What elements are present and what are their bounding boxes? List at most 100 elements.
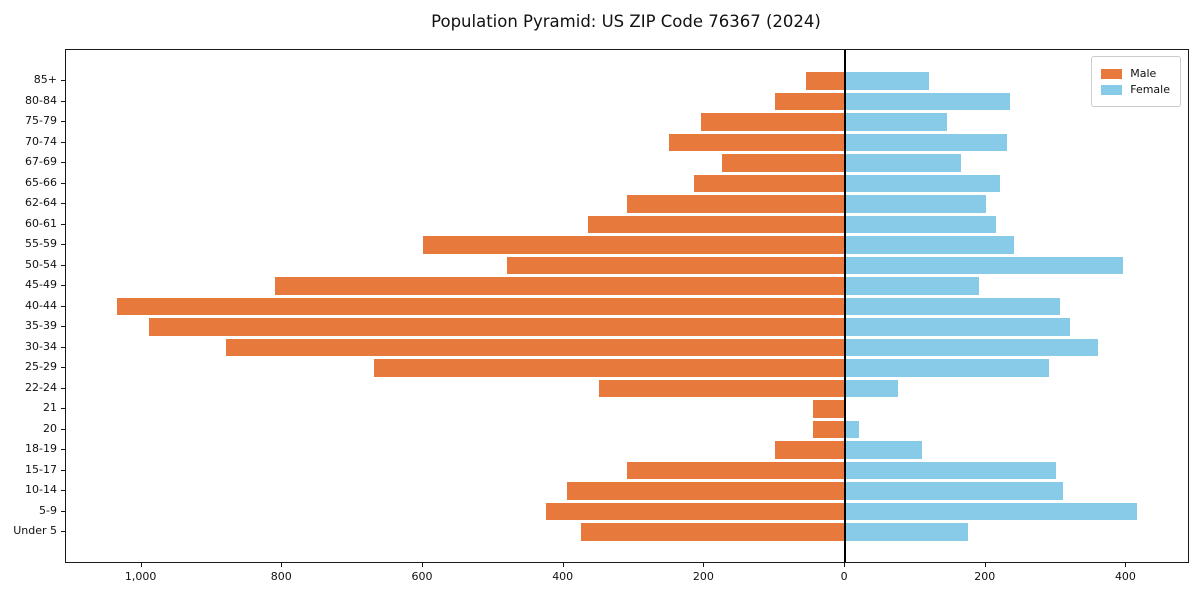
bar-female-Under 5 (845, 523, 969, 541)
x-tick-mark (422, 563, 423, 567)
bar-male-62-64 (627, 195, 846, 213)
y-tick-mark (61, 223, 65, 225)
y-tick-mark (61, 203, 65, 204)
y-tick-label: 65-66 (25, 175, 57, 189)
bar-male-15-17 (627, 461, 846, 480)
y-tick-label: 85+ (33, 73, 57, 86)
y-tick-mark (61, 162, 65, 163)
y-tick-mark (61, 305, 65, 307)
bar-male-50-54 (507, 256, 846, 275)
x-tick-label: 600 (411, 570, 433, 583)
bar-female-30-34 (845, 338, 1099, 357)
bar-female-15-17 (845, 461, 1057, 480)
y-tick-label: 35-39 (25, 319, 57, 332)
x-tick-label: 400 (552, 570, 574, 583)
bar-female-80-84 (845, 92, 1011, 111)
x-tick-label: 0 (840, 570, 848, 583)
bar-female-50-54 (845, 256, 1123, 275)
bar-female-45-49 (845, 277, 979, 295)
bar-male-21 (813, 400, 846, 418)
bar-male-20 (813, 420, 846, 439)
x-tick-mark (984, 563, 986, 567)
bar-male-75-79 (700, 113, 846, 131)
x-tick-mark (140, 563, 142, 567)
bar-male-Under 5 (581, 523, 846, 541)
y-tick-mark (61, 264, 65, 266)
y-tick-label: Under 5 (13, 524, 57, 537)
bar-male-85+ (806, 72, 846, 90)
bar-male-45-49 (275, 277, 846, 295)
zero-axis-line (844, 50, 846, 562)
bar-male-55-59 (423, 236, 846, 254)
bar-male-5-9 (546, 502, 846, 521)
legend-item-male: Male (1101, 67, 1170, 80)
x-tick-mark (703, 563, 705, 567)
legend-label-male: Male (1130, 67, 1157, 80)
legend-label-female: Female (1130, 83, 1170, 96)
y-tick-label: 40-44 (25, 298, 57, 312)
y-tick-mark (61, 510, 65, 512)
bar-male-30-34 (226, 338, 846, 357)
y-tick-label: 10-14 (25, 483, 57, 496)
y-tick-label: 67-69 (25, 155, 57, 168)
x-tick-mark (844, 563, 846, 567)
y-tick-mark (61, 387, 65, 389)
bar-female-75-79 (845, 113, 948, 131)
y-tick-label: 60-61 (25, 216, 57, 230)
y-tick-mark (61, 285, 65, 286)
y-tick-label: 25-29 (25, 360, 57, 373)
y-tick-label: 22-24 (25, 380, 57, 394)
y-tick-label: 80-84 (25, 93, 57, 107)
x-tick-label: 800 (270, 570, 292, 583)
chart-title: Population Pyramid: US ZIP Code 76367 (2… (431, 12, 821, 31)
bar-female-5-9 (845, 502, 1137, 521)
legend-item-female: Female (1101, 83, 1170, 96)
bar-female-60-61 (845, 215, 997, 234)
y-tick-mark (61, 449, 65, 450)
y-tick-mark (61, 367, 65, 368)
y-tick-label: 45-49 (25, 278, 57, 291)
y-tick-mark (61, 326, 65, 327)
y-tick-mark (61, 490, 65, 491)
y-tick-mark (61, 100, 65, 102)
bar-male-10-14 (567, 482, 846, 500)
y-tick-mark (61, 121, 65, 122)
bar-male-80-84 (774, 92, 846, 111)
y-tick-mark (61, 531, 65, 532)
bar-female-10-14 (845, 482, 1064, 500)
y-tick-mark (61, 182, 65, 184)
bar-female-65-66 (845, 174, 1000, 193)
y-tick-mark (61, 346, 65, 348)
y-tick-label: 70-74 (25, 134, 57, 148)
legend-swatch-female (1101, 84, 1123, 95)
y-tick-mark (61, 428, 65, 430)
bar-female-55-59 (845, 236, 1014, 254)
bar-female-70-74 (845, 133, 1007, 152)
y-tick-label: 50-54 (25, 257, 57, 271)
y-tick-label: 15-17 (25, 462, 57, 476)
x-tick-mark (1125, 563, 1127, 567)
y-tick-label: 21 (43, 401, 57, 414)
y-tick-label: 30-34 (25, 339, 57, 353)
bar-male-22-24 (598, 379, 846, 398)
bar-female-22-24 (845, 379, 898, 398)
bar-female-62-64 (845, 195, 986, 213)
x-tick-mark (281, 563, 283, 567)
bar-female-40-44 (845, 297, 1060, 316)
bar-female-67-69 (845, 154, 962, 172)
plot-area: Male Female (65, 49, 1189, 563)
y-tick-label: 55-59 (25, 237, 57, 250)
bar-male-70-74 (669, 133, 846, 152)
x-tick-label: 400 (1114, 570, 1136, 583)
bar-male-60-61 (588, 215, 846, 234)
x-tick-label: 200 (974, 570, 996, 583)
y-tick-mark (61, 469, 65, 471)
bar-female-25-29 (845, 359, 1050, 377)
bar-female-20 (845, 420, 860, 439)
bar-male-40-44 (117, 297, 846, 316)
bar-male-65-66 (693, 174, 846, 193)
legend: Male Female (1091, 56, 1181, 107)
bar-male-25-29 (373, 359, 846, 377)
bar-male-67-69 (721, 154, 846, 172)
